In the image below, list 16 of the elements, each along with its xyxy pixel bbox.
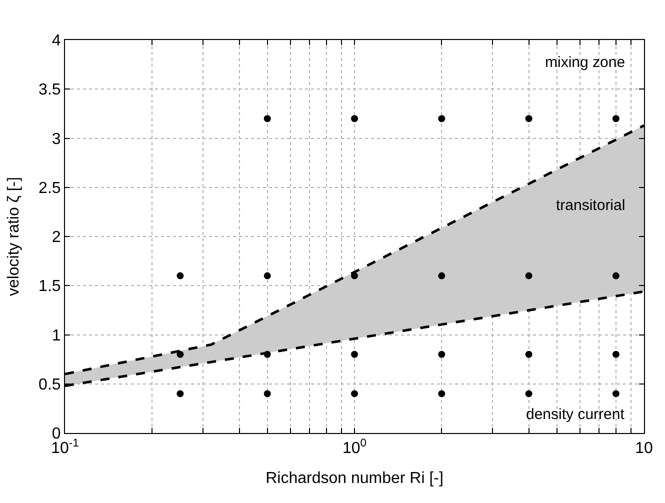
x-tick-label: 10 bbox=[635, 440, 653, 458]
x-tick-label: 10$^{0}$ bbox=[342, 437, 367, 458]
annotation: mixing zone bbox=[545, 54, 626, 71]
y-tick-label: 3.5 bbox=[38, 82, 61, 99]
y-axis-title: velocity ratio ζ [-] bbox=[5, 176, 22, 296]
y-tick-label: 0 bbox=[52, 426, 61, 443]
x-axis-title: Richardson number Ri [-] bbox=[266, 470, 444, 487]
y-tick-label: 3 bbox=[52, 130, 61, 148]
y-tick-label: 2 bbox=[52, 229, 61, 246]
annotation: density current bbox=[526, 406, 626, 423]
y-tick-label: 0.5 bbox=[38, 376, 61, 394]
y-tick-label: 1.5 bbox=[38, 278, 61, 296]
annotation: transitorial bbox=[556, 197, 626, 214]
y-tick-label: 1 bbox=[52, 327, 61, 344]
y-tick-label: 2.5 bbox=[38, 180, 61, 197]
y-tick-label: 4 bbox=[52, 32, 61, 50]
